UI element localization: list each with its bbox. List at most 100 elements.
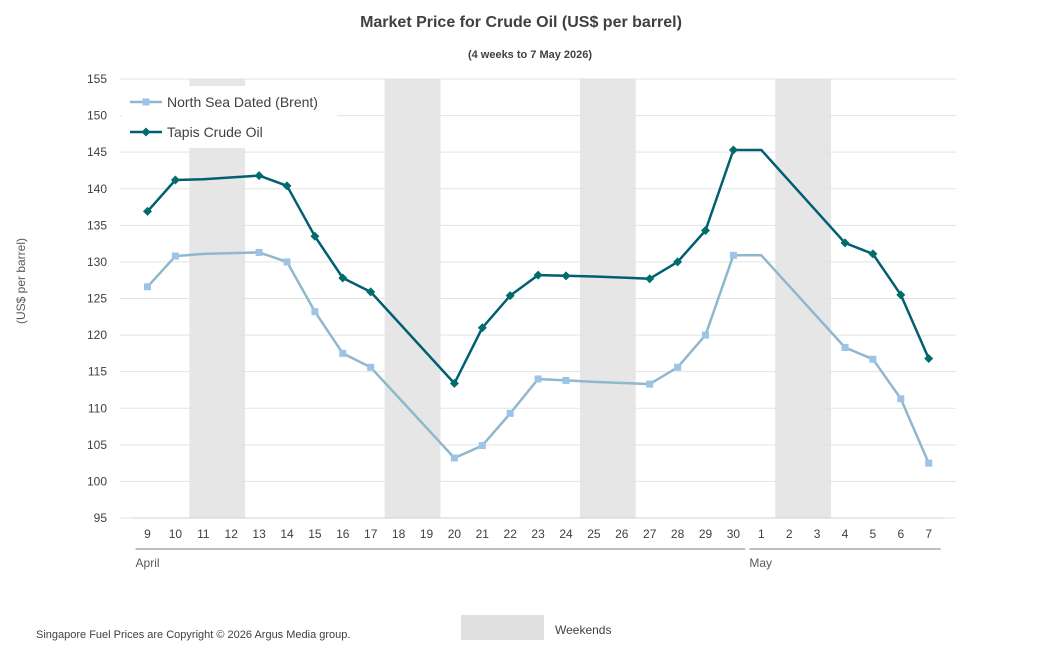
- x-tick-label-23: 1: [758, 527, 765, 541]
- x-tick-label-16: 24: [559, 527, 573, 541]
- legend-entry-brent: North Sea Dated (Brent): [130, 94, 318, 110]
- legend-label-brent: North Sea Dated (Brent): [167, 94, 318, 110]
- x-tick-label-26: 4: [842, 527, 849, 541]
- point-tapis-7: [310, 231, 320, 241]
- y-tick-label-145: 145: [87, 145, 107, 159]
- point-tapis-8: [338, 273, 348, 283]
- month-label-may: May: [749, 556, 772, 570]
- point-tapis-28: [896, 290, 906, 300]
- x-tick-label-28: 6: [897, 527, 904, 541]
- point-brent-22: [729, 251, 737, 259]
- point-brent-2: [171, 252, 179, 260]
- x-tick-label-10: 18: [392, 527, 406, 541]
- series-brent: [144, 248, 933, 467]
- point-brent-16: [562, 376, 570, 384]
- point-brent-9: [367, 363, 375, 371]
- point-brent-1: [144, 283, 151, 291]
- point-brent-8: [339, 349, 347, 357]
- y-axis-ticks: 95 100 105 110 115 120 125 130 135 140 145 150 155: [87, 72, 107, 525]
- point-tapis-26: [840, 238, 850, 248]
- x-tick-label-17: 25: [587, 527, 601, 541]
- legend-marker-brent: [142, 98, 150, 106]
- point-tapis-29: [924, 353, 934, 363]
- point-brent-29: [925, 459, 933, 467]
- x-tick-label-22: 30: [727, 527, 741, 541]
- point-tapis-20: [673, 257, 683, 267]
- legend-label-tapis: Tapis Crude Oil: [167, 124, 263, 140]
- point-brent-13: [478, 442, 486, 450]
- series-tapis: [143, 145, 934, 388]
- x-tick-label-12: 20: [448, 527, 462, 541]
- y-tick-label-125: 125: [87, 292, 107, 306]
- point-tapis-19: [645, 274, 655, 284]
- y-tick-label-155: 155: [87, 72, 107, 86]
- x-tick-label-8: 16: [336, 527, 350, 541]
- y-tick-label-115: 115: [88, 365, 107, 379]
- x-tick-label-27: 5: [870, 527, 877, 541]
- legend: North Sea Dated (Brent) Tapis Crude Oil: [122, 86, 337, 148]
- series-layer: [143, 145, 934, 467]
- point-tapis-16: [561, 271, 571, 281]
- x-tick-label-20: 28: [671, 527, 685, 541]
- x-tick-label-15: 23: [531, 527, 545, 541]
- point-brent-6: [283, 258, 291, 266]
- point-brent-5: [255, 248, 263, 256]
- point-tapis-14: [505, 291, 515, 301]
- point-tapis-12: [449, 378, 459, 388]
- x-tick-label-21: 29: [699, 527, 713, 541]
- x-tick-label-25: 3: [814, 527, 821, 541]
- legend-background: [122, 86, 337, 148]
- legend-entry-tapis: Tapis Crude Oil: [130, 124, 263, 140]
- chart-subtitle: (4 weeks to 7 May 2026): [468, 49, 592, 61]
- y-tick-label-110: 110: [88, 401, 107, 415]
- point-tapis-13: [477, 323, 487, 333]
- y-tick-label-135: 135: [87, 218, 107, 232]
- point-brent-21: [702, 331, 709, 339]
- point-brent-14: [506, 409, 514, 417]
- weekends-key-label: Weekends: [555, 623, 611, 637]
- x-tick-label-13: 21: [476, 527, 490, 541]
- x-tick-label-19: 27: [643, 527, 657, 541]
- y-tick-label-100: 100: [87, 474, 107, 488]
- month-label-april: April: [136, 556, 160, 570]
- point-tapis-1: [143, 206, 152, 216]
- y-tick-label-130: 130: [87, 255, 107, 269]
- x-tick-label-4: 12: [225, 527, 239, 541]
- weekends-key-swatch: [461, 615, 544, 640]
- chart-title: Market Price for Crude Oil (US$ per barr…: [360, 14, 682, 31]
- x-tick-label-5: 13: [252, 527, 266, 541]
- point-tapis-6: [282, 181, 292, 191]
- point-brent-27: [869, 355, 877, 363]
- point-brent-7: [311, 308, 319, 316]
- x-tick-label-6: 14: [280, 527, 294, 541]
- x-axis: 9 10 11 12 13 14 15 16 17 18 19 20 21 22 23 24 25 26 27 28 2…: [133, 517, 944, 570]
- y-axis-label: (US$ per barrel): [14, 238, 28, 324]
- point-tapis-22: [728, 145, 738, 155]
- point-brent-15: [534, 375, 542, 383]
- point-brent-20: [674, 363, 682, 371]
- point-brent-28: [897, 395, 905, 403]
- legend-marker-tapis: [141, 127, 151, 137]
- y-tick-label-95: 95: [94, 511, 108, 525]
- y-tick-label-120: 120: [87, 328, 107, 342]
- point-tapis-5: [254, 171, 264, 181]
- point-tapis-27: [868, 249, 878, 259]
- x-tick-label-1: 9: [144, 527, 151, 541]
- copyright-notice: Singapore Fuel Prices are Copyright © 20…: [36, 629, 350, 641]
- x-tick-label-9: 17: [364, 527, 378, 541]
- point-tapis-2: [170, 175, 180, 185]
- x-tick-label-24: 2: [786, 527, 793, 541]
- point-tapis-9: [366, 287, 376, 297]
- weekends-key: Weekends: [461, 615, 611, 640]
- x-tick-label-14: 22: [504, 527, 518, 541]
- y-tick-label-150: 150: [87, 109, 107, 123]
- point-tapis-21: [701, 225, 710, 235]
- x-tick-label-29: 7: [925, 527, 932, 541]
- point-brent-12: [450, 454, 458, 462]
- point-brent-19: [646, 380, 654, 388]
- x-tick-label-2: 10: [169, 527, 183, 541]
- point-tapis-15: [533, 270, 543, 280]
- x-tick-label-11: 19: [420, 527, 434, 541]
- x-tick-label-3: 11: [197, 527, 210, 541]
